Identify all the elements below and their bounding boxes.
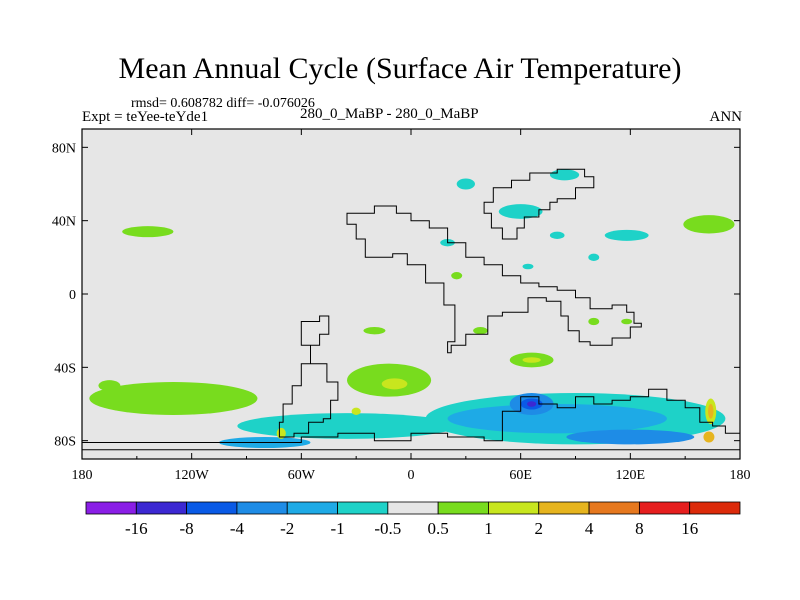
colorbar-label: 4: [585, 519, 594, 538]
colorbar-label: 1: [484, 519, 493, 538]
region-north-patch-7: [588, 253, 600, 261]
colorbar-label: 2: [535, 519, 544, 538]
colorbar-swatch: [437, 501, 489, 515]
y-tick-label: 40N: [52, 215, 76, 230]
region-south-pacific-patch: [89, 382, 258, 415]
colorbar-label: -0.5: [374, 519, 401, 538]
x-tick-label: 180: [730, 468, 751, 483]
colorbar-label: 0.5: [428, 519, 449, 538]
colorbar-swatch: [638, 501, 691, 515]
region-north-patch-5: [549, 231, 565, 239]
y-tick-label: 80S: [54, 435, 76, 450]
region-equatorial-patch-1: [588, 317, 600, 326]
y-tick-label: 40S: [54, 361, 76, 376]
colorbar-label: -8: [180, 519, 194, 538]
colorbar-swatch: [337, 501, 389, 515]
region-east-australia-warm-2: [703, 431, 715, 443]
x-tick-label: 0: [408, 468, 415, 483]
colorbar-swatch: [186, 501, 238, 515]
x-axis: 180 120W 60W 0 60E 120E 180: [72, 129, 751, 483]
coastline-north-continent: [346, 205, 642, 354]
region-east-australia-hot: [708, 404, 714, 419]
colorbar-swatch: [588, 501, 640, 515]
region-north-patch-8: [522, 263, 534, 270]
region-north-patch-3: [549, 169, 580, 181]
colorbar-swatch: [538, 501, 590, 515]
x-tick-label: 60E: [509, 468, 532, 483]
colorbar-swatch: [387, 501, 439, 515]
season-label: ANN: [709, 109, 743, 125]
x-tick-label: 180: [72, 468, 93, 483]
region-north-pacific-patch: [122, 226, 174, 238]
region-south-ocean-minimum: [527, 401, 537, 407]
region-south-ocean-west: [237, 413, 457, 439]
coastline-south-continent: [278, 315, 339, 438]
region-north-patch-1: [456, 178, 475, 190]
coastline-arctic-island: [483, 168, 595, 240]
stats-text: rmsd= 0.608782 diff= -0.076026: [131, 96, 315, 111]
colorbar: -16 -8 -4 -2 -1 -0.5 0.5 1 2 4 8 16: [85, 501, 741, 538]
chart-title: Mean Annual Cycle (Surface Air Temperatu…: [118, 52, 682, 85]
region-scotia-warm: [351, 407, 361, 416]
colorbar-label: -16: [125, 519, 148, 538]
region-equatorial-patch-2: [621, 318, 633, 325]
coastline-antarctica: [82, 388, 740, 451]
region-equatorial-patch-5: [451, 272, 463, 280]
case-text: 280_0_MaBP - 280_0_MaBP: [300, 106, 479, 122]
y-tick-label: 80N: [52, 141, 76, 156]
experiment-text: Expt = teYee-teYde1: [82, 109, 209, 125]
colorbar-label: -1: [330, 519, 344, 538]
colorbar-swatch: [135, 501, 188, 515]
region-antarctic-coast-deep: [566, 429, 695, 445]
colorbar-label: -2: [280, 519, 294, 538]
colorbar-swatch: [488, 501, 540, 515]
coastlines: [82, 168, 740, 451]
y-axis: 80N 40N 0 40S 80S: [52, 141, 740, 450]
x-tick-label: 120W: [175, 468, 210, 483]
region-north-patch-2: [498, 204, 543, 219]
colorbar-swatch: [236, 501, 288, 515]
x-tick-label: 120E: [616, 468, 646, 483]
colorbar-label: -4: [230, 519, 245, 538]
x-tick-label: 60W: [288, 468, 316, 483]
region-indian-core: [522, 357, 541, 363]
y-tick-label: 0: [69, 288, 76, 303]
region-equatorial-patch-3: [473, 327, 488, 335]
colorbar-label: 16: [681, 519, 698, 538]
region-north-patch-4: [604, 229, 649, 241]
colorbar-swatch: [689, 501, 741, 515]
region-north-pacific-east-patch: [683, 215, 735, 234]
colorbar-label: 8: [635, 519, 644, 538]
region-south-atlantic-core: [381, 378, 408, 390]
region-west-pacific-coast-patch: [98, 380, 121, 392]
region-equatorial-patch-4: [363, 327, 386, 335]
colorbar-swatch: [85, 501, 137, 515]
colorbar-swatch: [286, 501, 338, 515]
region-south-ocean-band-mid: [447, 404, 667, 434]
